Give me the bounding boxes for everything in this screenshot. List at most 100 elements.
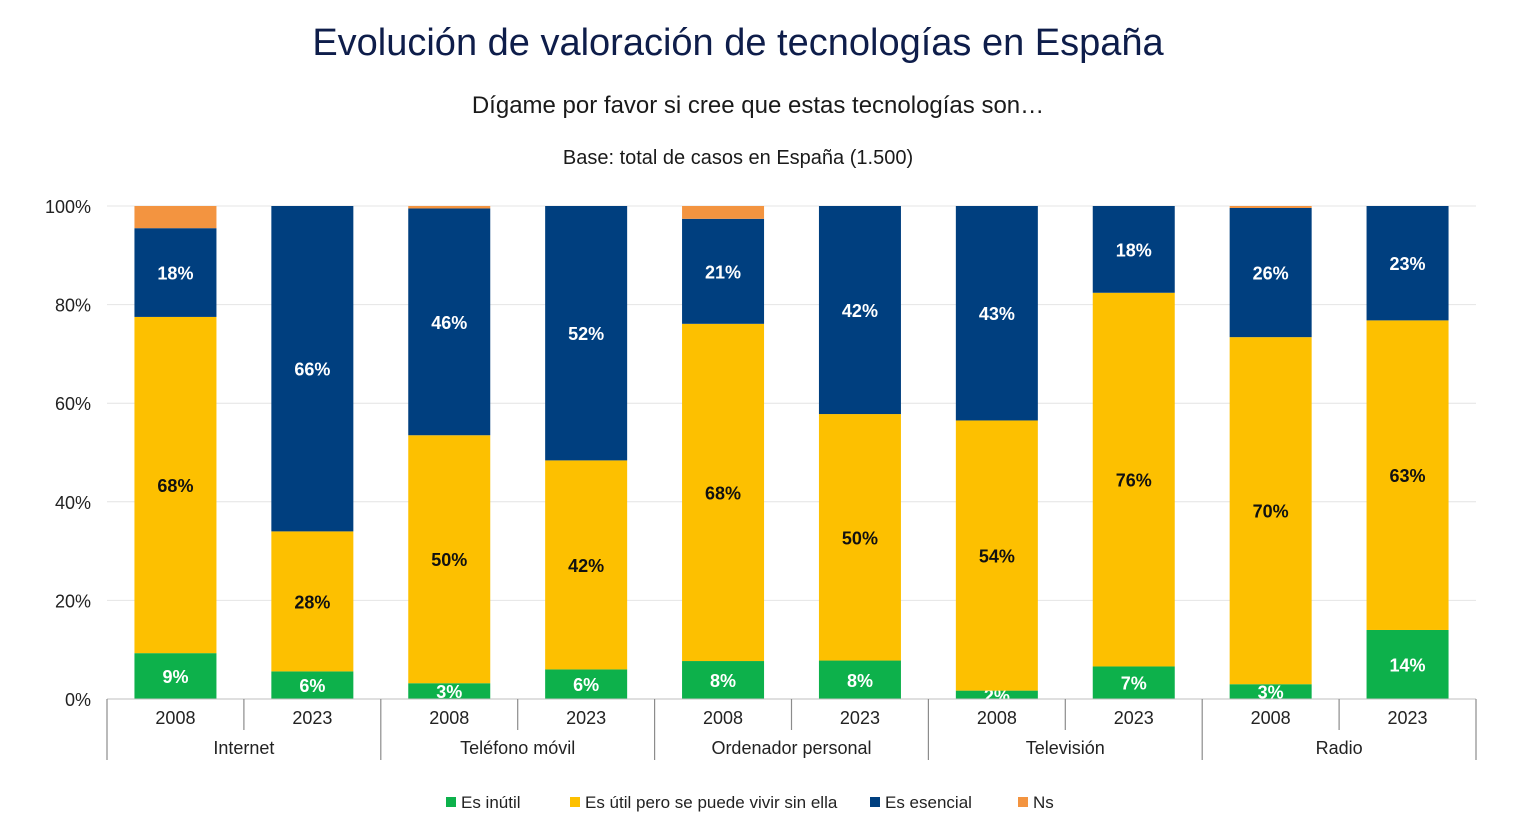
bar-segment: [1229, 207, 1312, 338]
legend-label: Es útil pero se puede vivir sin ella: [585, 793, 838, 812]
bar-segment: [1229, 337, 1312, 685]
y-tick-label: 40%: [55, 493, 91, 513]
bar-segment: [408, 435, 491, 684]
x-tick-label: 2008: [429, 708, 469, 728]
legend-label: Ns: [1033, 793, 1054, 812]
x-tick-label: 2008: [1251, 708, 1291, 728]
bar-segment: [1092, 666, 1175, 699]
data-label: 76%: [1116, 471, 1152, 491]
group-label: Radio: [1316, 738, 1363, 758]
bar-segment: [818, 660, 901, 699]
bar-segment: [1366, 320, 1449, 630]
bar-segment: [134, 228, 217, 317]
data-label: 18%: [157, 264, 193, 284]
axis-layer: 0% 20% 40% 60% 80% 100% 2008 2023 2008 2023 2008 20…: [45, 197, 1477, 760]
data-label: 66%: [294, 360, 330, 380]
bar-segment: [134, 316, 217, 654]
data-label: 46%: [431, 313, 467, 333]
data-label: 52%: [568, 324, 604, 344]
bar-segment: [545, 669, 628, 699]
legend-swatch: [446, 797, 456, 807]
data-label: 70%: [1253, 502, 1289, 522]
bar-segment: [1229, 206, 1312, 208]
bar-segment: [1229, 684, 1312, 699]
legend-label: Es inútil: [461, 793, 521, 812]
bar-segment: [408, 206, 491, 209]
data-label: 6%: [299, 676, 325, 696]
bar-segment: [271, 206, 354, 532]
bar-segment: [271, 531, 354, 672]
x-tick-label: 2008: [703, 708, 743, 728]
bar-segment: [1092, 292, 1175, 667]
group-label: Teléfono móvil: [460, 738, 575, 758]
bar-segment: [545, 206, 628, 461]
bar-segment: [1366, 629, 1449, 699]
y-tick-label: 100%: [45, 197, 91, 217]
data-label: 8%: [710, 671, 736, 691]
bar-segment: [682, 323, 765, 662]
legend-label: Es esencial: [885, 793, 972, 812]
bar-segment: [134, 206, 217, 229]
legend-swatch: [1018, 797, 1028, 807]
x-tick-label: 2008: [155, 708, 195, 728]
x-tick-label: 2008: [977, 708, 1017, 728]
chart-subtitle: Dígame por favor si cree que estas tecno…: [471, 92, 1045, 119]
group-label: Ordenador personal: [711, 738, 871, 758]
bar-segment: [682, 206, 765, 219]
y-tick-label: 80%: [55, 296, 91, 316]
bar-segment: [545, 460, 628, 670]
group-label: Televisión: [1026, 738, 1105, 758]
legend-swatch: [870, 797, 880, 807]
data-label: 21%: [705, 262, 741, 282]
data-label: 50%: [431, 550, 467, 570]
data-label: 42%: [842, 301, 878, 321]
data-label: 6%: [573, 675, 599, 695]
data-label: 18%: [1116, 240, 1152, 260]
data-label: 14%: [1390, 655, 1426, 675]
bar-segment: [818, 414, 901, 661]
data-label: 43%: [979, 304, 1015, 324]
data-label: 8%: [847, 671, 873, 691]
legend-swatch: [570, 797, 580, 807]
data-label: 23%: [1390, 254, 1426, 274]
x-tick-label: 2023: [1114, 708, 1154, 728]
bar-segment: [818, 206, 901, 415]
bar-segment: [955, 420, 1038, 691]
x-tick-label: 2023: [840, 708, 880, 728]
x-tick-label: 2023: [566, 708, 606, 728]
data-label: 50%: [842, 528, 878, 548]
bar-segment: [408, 683, 491, 699]
y-tick-label: 0%: [65, 690, 91, 710]
data-label: 42%: [568, 556, 604, 576]
bar-segment: [408, 208, 491, 436]
data-label: 54%: [979, 547, 1015, 567]
data-label: 3%: [1258, 683, 1284, 703]
data-label: 2%: [984, 686, 1010, 706]
chart-title: Evolución de valoración de tecnologías e…: [312, 22, 1164, 64]
data-label: 68%: [705, 483, 741, 503]
bar-segment: [682, 661, 765, 699]
data-label: 63%: [1390, 466, 1426, 486]
bars-layer: 9% 68% 18% 6% 28% 66% 3% 50% 46% 6% 42% 52% 8% 68% 21%…: [134, 206, 1449, 706]
bar-segment: [134, 653, 217, 699]
data-label: 9%: [162, 667, 188, 687]
data-label: 68%: [157, 476, 193, 496]
y-tick-label: 20%: [55, 591, 91, 611]
y-tick-label: 60%: [55, 394, 91, 414]
data-label: 3%: [436, 682, 462, 702]
bar-segment: [271, 671, 354, 699]
group-label: Internet: [213, 738, 274, 758]
data-label: 28%: [294, 592, 330, 612]
x-tick-label: 2023: [1388, 708, 1428, 728]
bar-segment: [1366, 206, 1449, 321]
bar-segment: [1092, 206, 1175, 293]
legend: Es inútil Es útil pero se puede vivir sin…: [446, 793, 1054, 812]
bar-segment: [955, 690, 1038, 699]
x-tick-label: 2023: [292, 708, 332, 728]
chart-base-note: Base: total de casos en España (1.500): [562, 147, 914, 169]
bar-segment: [682, 218, 765, 324]
data-label: 26%: [1253, 264, 1289, 284]
data-label: 7%: [1121, 674, 1147, 694]
bar-segment: [955, 206, 1038, 421]
